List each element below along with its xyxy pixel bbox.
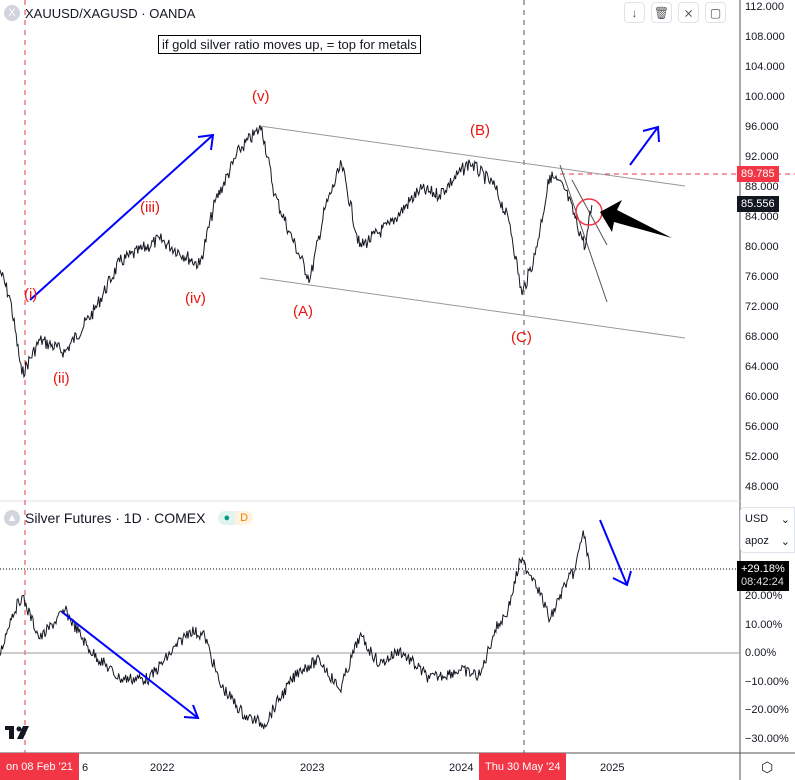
wave-label[interactable]: (A) [293,303,313,320]
price-tick: 92.000 [745,151,779,163]
tradingview-logo[interactable] [5,726,29,739]
scale-dropdown[interactable]: apoz ⌄ [741,530,794,552]
price-tick: 100.000 [745,91,785,103]
arrow-up-icon [29,134,214,301]
scale-value: apoz [745,535,769,547]
price-tick: 56.000 [745,421,779,433]
currency-dropdown[interactable]: USD ⌄ [741,508,794,530]
symbol-title: Silver Futures · 1D · COMEX [25,510,206,526]
blue-arrows[interactable] [29,125,660,720]
wave-label[interactable]: (iv) [185,290,206,307]
wedge-line-1[interactable] [559,164,608,303]
percent-tick: 0.00% [745,647,777,659]
arrow-down-icon [61,611,199,719]
time-tick: 6 [82,762,89,774]
last-percent-badge: +29.18% 08:42:24 [737,561,789,591]
time-tick: 2022 [150,762,175,774]
price-tick: 72.000 [745,301,779,313]
bar-countdown: 08:42:24 [741,576,784,588]
arrow-down-button[interactable]: ↓ [624,2,645,23]
top-legend[interactable]: X XAUUSD/XAGUSD · OANDA [4,5,195,21]
last-price-badge: 85.556 [737,196,779,212]
price-tick: 88.000 [745,181,779,193]
price-tick: 52.000 [745,451,779,463]
percent-tick: 10.00% [745,618,783,631]
currency-value: USD [745,513,769,525]
time-tick: 2024 [449,762,474,774]
symbol-title: XAUUSD/XAGUSD · OANDA [25,5,196,21]
wave-label[interactable]: (iii) [140,199,160,216]
price-tick: 68.000 [745,331,779,343]
price-tick: 76.000 [745,271,779,283]
chevron-down-icon: ⌄ [780,513,790,526]
percent-tick: 20.00% [745,590,783,602]
arrow-down-icon [599,519,628,586]
level-badge: 89.785 [737,166,779,182]
arrow-down-icon: ↓ [631,5,638,20]
price-tick: 64.000 [745,361,779,373]
collapse-button[interactable]: ⨯ [678,2,699,23]
price-tick: 60.000 [745,391,779,403]
percent-tick: −20.00% [745,704,789,716]
pane-toolbar: ↓ 🗑 ⨯ ▢ [624,2,726,23]
collapse-icon: ⨯ [683,5,694,20]
wave-label[interactable]: (v) [252,88,270,105]
arrow-up-icon [629,126,659,166]
chevron-down-icon: ⌄ [780,535,790,548]
delay-badge: D [235,511,254,525]
wave-label[interactable]: (B) [470,122,490,139]
maximize-button[interactable]: ▢ [705,2,726,23]
price-tick: 112.000 [745,1,784,13]
percent-tick: −30.00% [745,732,789,745]
wave-label[interactable]: (C) [511,329,532,346]
cursor-date-right: Thu 30 May '24 [479,753,567,780]
wave-label[interactable]: (ii) [53,370,70,387]
ratio-series-line [0,125,593,379]
percent-tick: −10.00% [745,675,789,688]
price-tick: 80.000 [745,241,779,253]
market-open-icon: ● [218,511,236,525]
time-tick: 2023 [300,762,325,774]
settings-icon[interactable]: ⬡ [761,759,774,775]
trash-button[interactable]: 🗑 [651,2,672,23]
symbol-icon: X [4,5,20,21]
cursor-date-left: on 08 Feb '21 [0,753,79,780]
price-tick: 108.000 [745,31,785,43]
time-tick: 2025 [600,762,625,774]
bottom-legend[interactable]: ▲ Silver Futures · 1D · COMEX ● D [4,510,254,526]
silver-series-line [0,530,591,730]
maximize-icon: ▢ [709,5,722,20]
last-percent: +29.18% [741,563,785,575]
currency-unit-dropdowns: USD ⌄ apoz ⌄ [740,507,795,553]
channel-upper-line[interactable] [259,125,686,187]
silver-icon: ▲ [4,510,20,526]
price-tick: 84.000 [745,211,779,223]
trash-icon: 🗑 [653,5,670,20]
market-status-badge[interactable]: ● D [218,511,254,525]
channel-lower-line[interactable] [259,277,686,339]
note-annotation[interactable]: if gold silver ratio moves up, = top for… [158,35,421,54]
black-arrow-icon[interactable] [600,200,672,238]
price-tick: 104.000 [745,61,785,73]
price-tick: 48.000 [745,481,779,493]
wave-label[interactable]: (i) [24,286,38,303]
price-tick: 96.000 [745,121,779,133]
